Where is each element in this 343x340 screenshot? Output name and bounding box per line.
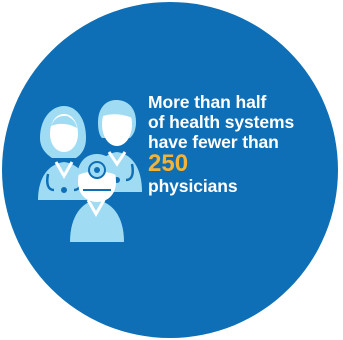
statistic-number: 250: [148, 150, 189, 177]
statistic-line-2: of health systems: [148, 112, 295, 132]
statistic-text: More than half of health systems have fe…: [148, 92, 318, 196]
male-doctor-icon: [92, 100, 142, 192]
statistic-line-3: have fewer than: [148, 132, 279, 152]
female-doctor-icon: [38, 106, 90, 200]
statistic-line-last: physicians: [148, 176, 238, 196]
physicians-group-icon: [36, 100, 148, 248]
doctor-head-mirror-icon: [70, 154, 124, 242]
statistic-line-1: More than half: [148, 92, 267, 112]
